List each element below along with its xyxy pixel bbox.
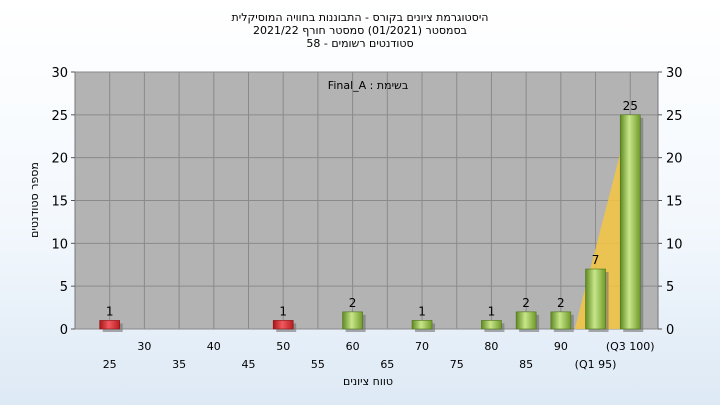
y-tick-label-right: 20 [666, 152, 683, 167]
x-tick-label: 55 [311, 358, 325, 371]
y-tick-label-left: 0 [60, 323, 68, 338]
bar [411, 320, 433, 330]
y-tick-label-left: 15 [51, 195, 68, 210]
y-tick-label-right: 25 [666, 109, 683, 124]
bar [342, 311, 363, 330]
quartile-area [574, 114, 631, 329]
y-tick-label-left: 25 [51, 109, 68, 124]
chart-title-line-3: סטודנטים רשומים - 58 [306, 37, 414, 50]
x-tick-label: 60 [346, 340, 360, 353]
bar-value-label: 2 [557, 296, 565, 310]
y-tick-label-left: 10 [51, 237, 68, 252]
bar-value-label: 1 [488, 304, 496, 318]
x-tick-label: 80 [484, 340, 498, 353]
bar-value-label: 2 [349, 296, 357, 310]
x-tick-label: 30 [137, 340, 151, 353]
plot-annotation: Final_A : בשימת [328, 79, 408, 92]
y-axis-label: מספר סטודנטים [28, 162, 41, 238]
x-tick-label: 25 [103, 358, 117, 371]
y-tick-label-left: 30 [51, 66, 68, 81]
bar [481, 320, 502, 330]
y-tick-label-right: 10 [666, 237, 683, 252]
bar [585, 268, 606, 330]
x-tick-label: 90 [554, 340, 568, 353]
bar [550, 311, 572, 330]
x-tick-label: (Q1 95) [575, 358, 617, 371]
x-tick-label: 85 [519, 358, 533, 371]
x-axis-label: טווח ציונים [343, 375, 393, 388]
quartile-band [574, 114, 631, 329]
x-tick-label: 45 [242, 358, 256, 371]
bar [272, 320, 294, 330]
y-tick-label-right: 15 [666, 195, 683, 210]
bar-value-label: 7 [592, 253, 600, 267]
chart-title-line-2: בסמסטר (01/2021) סמסטר חורף 2021/22 [253, 24, 467, 37]
y-tick-label-left: 20 [51, 152, 68, 167]
bar [99, 320, 121, 330]
bar-value-label: 1 [106, 304, 114, 318]
x-tick-label: (Q3 100) [606, 340, 655, 353]
grid-lines [75, 71, 658, 330]
x-tick-label: 75 [450, 358, 464, 371]
x-tick-label: 35 [172, 358, 186, 371]
x-tick-label: 70 [415, 340, 429, 353]
bar-value-label: 1 [279, 304, 287, 318]
y-tick-label-left: 5 [60, 280, 68, 295]
bar-value-label: 25 [623, 99, 638, 113]
bar-value-label: 2 [522, 296, 530, 310]
bars: 1 1 2 1 1 2 2 7 25 [99, 99, 644, 332]
bar [515, 311, 537, 330]
y-tick-label-right: 0 [666, 323, 674, 338]
y-tick-label-right: 30 [666, 66, 683, 81]
x-tick-label: 40 [207, 340, 221, 353]
y-tick-label-right: 5 [666, 280, 674, 295]
bar-value-label: 1 [418, 304, 426, 318]
x-tick-label: 65 [380, 358, 394, 371]
x-tick-label: 50 [276, 340, 290, 353]
bar [619, 114, 641, 330]
chart-title-line-1: היסטוגרמת ציונים בקורס - התבוננות בחוויה… [231, 11, 489, 24]
